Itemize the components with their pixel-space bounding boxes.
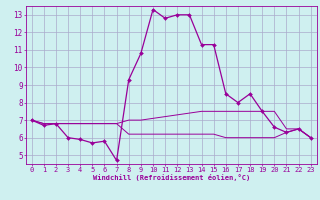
X-axis label: Windchill (Refroidissement éolien,°C): Windchill (Refroidissement éolien,°C) (92, 174, 250, 181)
